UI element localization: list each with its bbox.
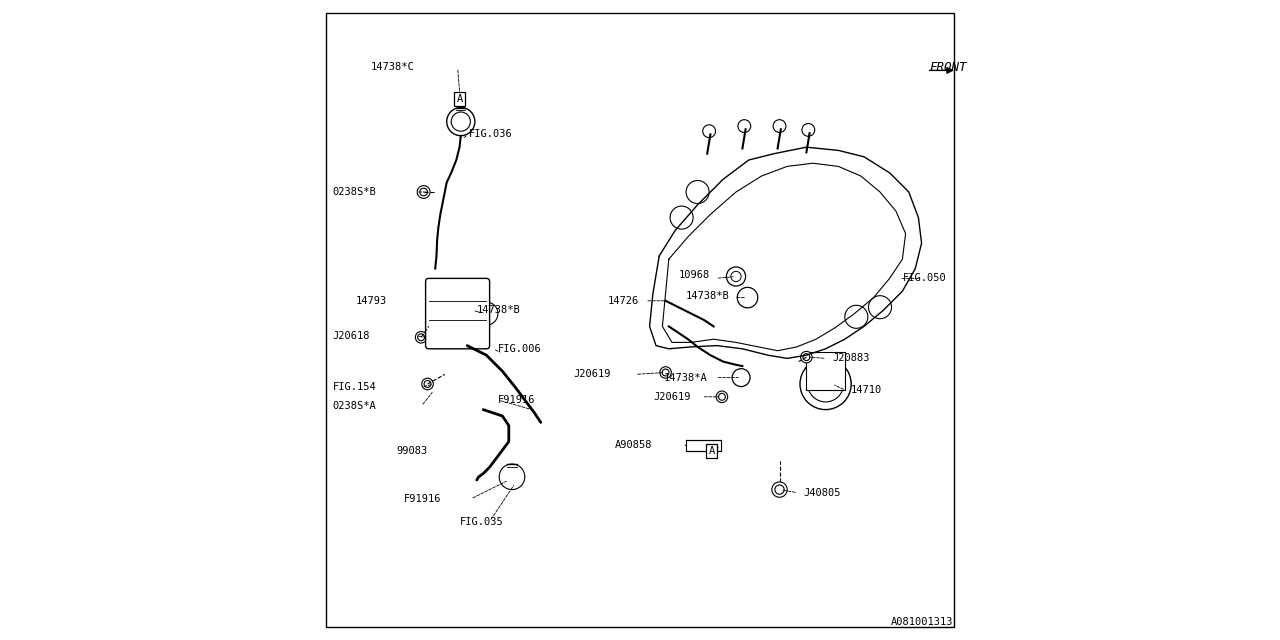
Text: 14710: 14710 bbox=[851, 385, 882, 396]
Circle shape bbox=[727, 267, 745, 286]
Text: F91916: F91916 bbox=[498, 395, 535, 405]
Text: FIG.154: FIG.154 bbox=[333, 382, 376, 392]
Bar bbox=[686, 440, 722, 451]
Text: J20619: J20619 bbox=[573, 369, 612, 380]
Text: 99083: 99083 bbox=[397, 446, 428, 456]
Circle shape bbox=[737, 287, 758, 308]
Text: FIG.036: FIG.036 bbox=[468, 129, 512, 140]
Text: J40805: J40805 bbox=[804, 488, 841, 498]
Circle shape bbox=[731, 271, 741, 282]
Circle shape bbox=[772, 482, 787, 497]
Text: J20883: J20883 bbox=[832, 353, 869, 364]
Text: 14726: 14726 bbox=[608, 296, 639, 306]
Circle shape bbox=[662, 369, 669, 376]
Circle shape bbox=[660, 367, 672, 378]
Circle shape bbox=[475, 302, 498, 325]
Text: J20618: J20618 bbox=[333, 331, 370, 341]
Text: FRONT: FRONT bbox=[929, 61, 966, 74]
Circle shape bbox=[420, 188, 428, 196]
Circle shape bbox=[732, 369, 750, 387]
Circle shape bbox=[671, 206, 694, 229]
Text: F91916: F91916 bbox=[404, 494, 442, 504]
Circle shape bbox=[800, 358, 851, 410]
Circle shape bbox=[417, 334, 425, 340]
Circle shape bbox=[845, 305, 868, 328]
Circle shape bbox=[774, 485, 785, 494]
Circle shape bbox=[447, 108, 475, 136]
Text: 14738*B: 14738*B bbox=[477, 305, 521, 316]
Circle shape bbox=[801, 124, 814, 136]
Text: A081001313: A081001313 bbox=[891, 617, 954, 627]
Text: 14738*C: 14738*C bbox=[371, 62, 415, 72]
Text: 0238S*A: 0238S*A bbox=[333, 401, 376, 412]
Bar bbox=[806, 352, 845, 390]
Circle shape bbox=[703, 125, 716, 138]
Circle shape bbox=[424, 381, 431, 387]
Circle shape bbox=[718, 394, 726, 400]
Circle shape bbox=[803, 354, 810, 360]
Text: FIG.006: FIG.006 bbox=[498, 344, 541, 354]
Text: 14738*B: 14738*B bbox=[686, 291, 730, 301]
Circle shape bbox=[739, 120, 750, 132]
Circle shape bbox=[773, 120, 786, 132]
Text: J20619: J20619 bbox=[654, 392, 691, 402]
FancyBboxPatch shape bbox=[425, 278, 489, 349]
Circle shape bbox=[422, 378, 433, 390]
Text: A90858: A90858 bbox=[616, 440, 653, 450]
Text: 14738*A: 14738*A bbox=[663, 372, 708, 383]
Text: A: A bbox=[457, 94, 462, 104]
Circle shape bbox=[415, 332, 428, 343]
Text: 10968: 10968 bbox=[680, 270, 710, 280]
Circle shape bbox=[808, 366, 844, 402]
Text: 0238S*B: 0238S*B bbox=[333, 187, 376, 197]
Circle shape bbox=[452, 112, 471, 131]
Text: FIG.050: FIG.050 bbox=[902, 273, 946, 284]
Circle shape bbox=[686, 180, 709, 204]
Circle shape bbox=[801, 351, 813, 363]
Circle shape bbox=[869, 296, 891, 319]
Text: 14793: 14793 bbox=[356, 296, 387, 306]
Circle shape bbox=[717, 391, 728, 403]
Circle shape bbox=[417, 186, 430, 198]
Text: FIG.035: FIG.035 bbox=[460, 516, 503, 527]
Text: A: A bbox=[709, 446, 714, 456]
Circle shape bbox=[499, 464, 525, 490]
